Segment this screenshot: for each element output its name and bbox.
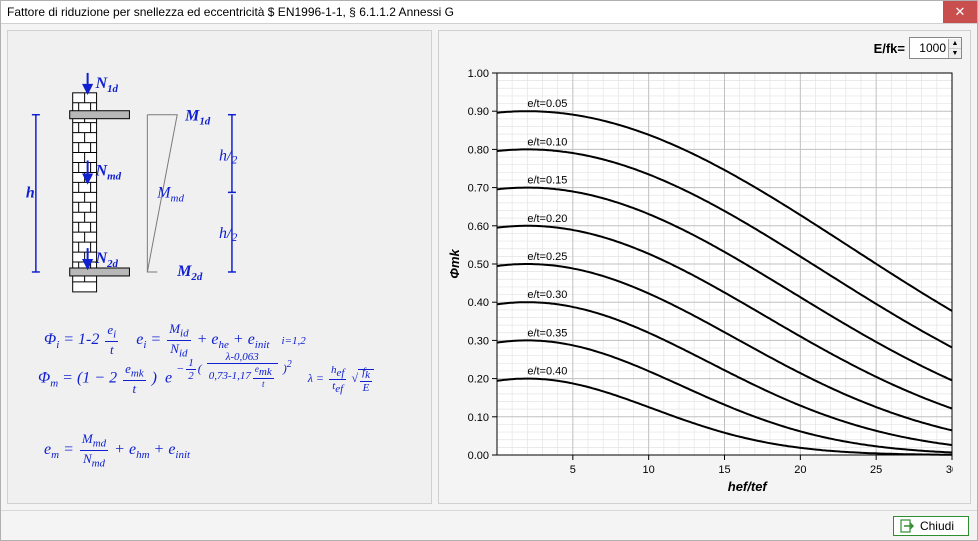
- svg-text:0.40: 0.40: [468, 297, 489, 309]
- svg-text:25: 25: [870, 464, 882, 476]
- label-M1d: M1d: [184, 108, 211, 128]
- efk-label: E/fk=: [874, 41, 905, 56]
- formula-em: em = MmdNmd + ehm + einit: [44, 431, 190, 469]
- label-Mmd: Mmd: [156, 184, 184, 204]
- efk-input[interactable]: [910, 39, 948, 57]
- svg-text:e/t=0.30: e/t=0.30: [527, 289, 567, 301]
- svg-text:10: 10: [643, 464, 655, 476]
- formula-phi-m: Φm = (1 − 2 emkt ) e −12( λ-0,0630,73-1,…: [38, 361, 374, 399]
- svg-text:0.90: 0.90: [468, 106, 489, 118]
- close-button[interactable]: Chiudi: [893, 516, 969, 536]
- svg-text:0.30: 0.30: [468, 335, 489, 347]
- exit-icon: [900, 519, 914, 533]
- chart-svg: 510152025300.000.100.200.300.400.500.600…: [445, 65, 964, 497]
- window-close-button[interactable]: ✕: [943, 1, 977, 23]
- label-M2d: M2d: [176, 263, 203, 283]
- label-h: h: [26, 184, 35, 201]
- svg-text:e/t=0.25: e/t=0.25: [527, 251, 567, 263]
- svg-text:1.00: 1.00: [468, 68, 489, 80]
- svg-text:e/t=0.40: e/t=0.40: [527, 366, 567, 378]
- svg-text:20: 20: [794, 464, 806, 476]
- footer: Chiudi: [1, 510, 977, 540]
- svg-text:e/t=0.35: e/t=0.35: [527, 327, 567, 339]
- svg-text:hef/tef: hef/tef: [728, 479, 769, 494]
- label-N1d: N1d: [95, 75, 119, 95]
- svg-text:0.70: 0.70: [468, 183, 489, 195]
- svg-text:e/t=0.20: e/t=0.20: [527, 213, 567, 225]
- diagram-panel: h N1d Nmd N2d M1d Mmd M2d h/2 h/2 Φi = 1…: [7, 30, 432, 504]
- close-button-label: Chiudi: [920, 519, 954, 533]
- efk-control: E/fk= ▲ ▼: [874, 37, 962, 59]
- chart-panel: E/fk= ▲ ▼ 510152025300.000.100.200.300.4…: [438, 30, 971, 504]
- window-title: Fattore di riduzione per snellezza ed ec…: [1, 5, 943, 19]
- svg-text:5: 5: [570, 464, 576, 476]
- label-h2-bot: h/2: [219, 225, 237, 244]
- label-Nmd: Nmd: [95, 162, 122, 182]
- chart: 510152025300.000.100.200.300.400.500.600…: [445, 65, 964, 497]
- titlebar: Fattore di riduzione per snellezza ed ec…: [1, 1, 977, 24]
- svg-text:Φmk: Φmk: [447, 248, 462, 278]
- label-N2d: N2d: [95, 250, 119, 270]
- svg-text:0.60: 0.60: [468, 221, 489, 233]
- efk-step-down[interactable]: ▼: [949, 49, 961, 58]
- label-h2-top: h/2: [219, 148, 237, 167]
- svg-text:0.50: 0.50: [468, 259, 489, 271]
- efk-step-up[interactable]: ▲: [949, 39, 961, 49]
- content-area: h N1d Nmd N2d M1d Mmd M2d h/2 h/2 Φi = 1…: [1, 24, 977, 510]
- dialog-window: Fattore di riduzione per snellezza ed ec…: [0, 0, 978, 541]
- svg-text:0.80: 0.80: [468, 144, 489, 156]
- efk-spinner[interactable]: ▲ ▼: [909, 37, 962, 59]
- svg-text:0.00: 0.00: [468, 450, 489, 462]
- svg-text:15: 15: [718, 464, 730, 476]
- svg-text:e/t=0.10: e/t=0.10: [527, 136, 567, 148]
- svg-text:0.10: 0.10: [468, 412, 489, 424]
- svg-text:0.20: 0.20: [468, 374, 489, 386]
- svg-text:e/t=0.05: e/t=0.05: [527, 98, 567, 110]
- svg-text:e/t=0.15: e/t=0.15: [527, 175, 567, 187]
